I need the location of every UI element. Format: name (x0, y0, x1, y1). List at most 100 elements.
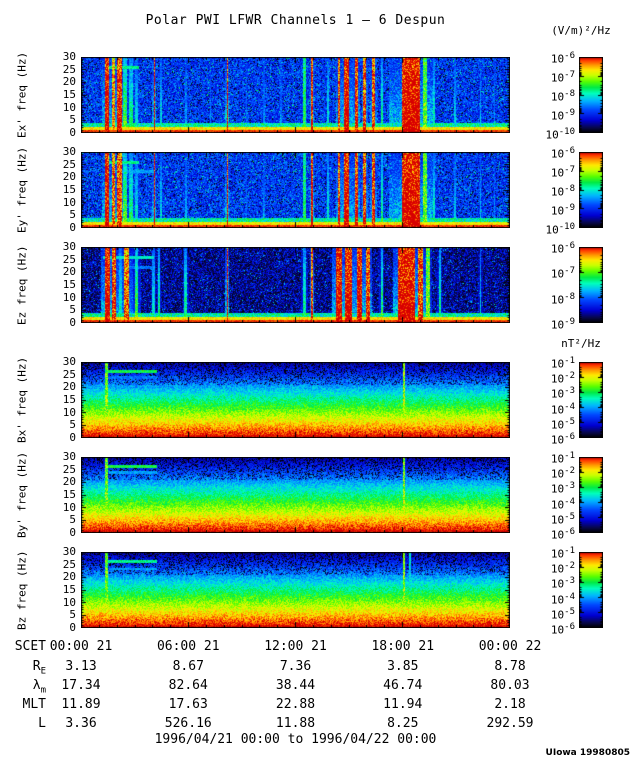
freq-tick-label: 20 (62, 75, 76, 89)
freq-tick-label: 20 (62, 570, 76, 584)
colorbar-tick-label: 10-8 (550, 89, 575, 104)
freq-tick-label: 15 (62, 393, 76, 406)
bz-axis-label: Bz freq (Hz) (15, 550, 29, 630)
colorbar-tick-label: 10-9 (550, 108, 575, 123)
freq-tick-label: 0 (69, 316, 76, 329)
colorbar-tick-label: 10-1 (550, 356, 575, 371)
freq-tick-label: 25 (62, 557, 76, 571)
colorbar-tick-label: 10-10 (545, 222, 575, 237)
freq-tick-label: 30 (62, 145, 76, 158)
freq-tick-label: 5 (69, 113, 76, 127)
colorbar-tick-label: 10-3 (550, 481, 575, 497)
ephemeris-row-label: L (38, 716, 46, 731)
colorbar-tick-label: 10-6 (550, 51, 575, 66)
freq-tick-label: 25 (62, 62, 76, 76)
bx-freq-tick-labels: 30 25 20 15 10 5 0 (46, 356, 78, 444)
colorbar-tick-label: 10-2 (550, 561, 575, 576)
bx-colorbar (579, 362, 603, 438)
freq-tick-label: 15 (62, 88, 76, 101)
colorbar-tick-label: 10-3 (550, 576, 575, 592)
ephemeris-value: 80.03 (490, 678, 530, 693)
l-row: L 3.36 526.16 11.88 8.25 292.59 (0, 716, 640, 731)
ex-colorbar-labels: 10-6 10-7 10-8 10-9 10-10 (524, 51, 577, 142)
ephemeris-value: 46.74 (383, 678, 423, 693)
freq-tick-label: 25 (62, 462, 76, 476)
ez-colorbar-labels: 10-6 10-7 10-8 10-9 (524, 241, 577, 332)
colorbar-tick-label: 10-4 (550, 401, 575, 417)
colorbar-tick-label: 10-6 (550, 622, 575, 637)
bx-axis-label: Bx' freq (Hz) (15, 356, 29, 444)
freq-tick-label: 15 (62, 183, 76, 196)
by-spectrogram (81, 457, 510, 533)
credit-label: UIowa 19980805 (545, 748, 630, 758)
by-freq-tick-labels: 30 25 20 15 10 5 0 (46, 451, 78, 539)
colorbar-tick-label: 10-5 (550, 606, 575, 622)
bz-colorbar (579, 552, 603, 628)
ey-colorbar (579, 152, 603, 228)
ephemeris-value: 00:00 21 (49, 639, 113, 654)
ephemeris-value: 8.67 (172, 659, 204, 674)
ephemeris-row-label: RE (32, 659, 46, 677)
ey-axis-label: Ey' freq (Hz) (15, 146, 29, 234)
freq-tick-label: 5 (69, 208, 76, 222)
ephemeris-row-label: MLT (22, 697, 46, 712)
ephemeris-row-label: SCET (14, 639, 46, 654)
colorbar-tick-label: 10-5 (550, 416, 575, 432)
colorbar-tick-label: 10-6 (550, 527, 575, 542)
freq-tick-label: 0 (69, 621, 76, 634)
freq-tick-label: 20 (62, 380, 76, 394)
freq-tick-label: 10 (62, 595, 76, 609)
ey-freq-tick-labels: 30 25 20 15 10 5 0 (46, 146, 78, 234)
ephemeris-value: 3.36 (65, 716, 97, 731)
freq-tick-label: 10 (62, 405, 76, 419)
freq-tick-label: 15 (62, 583, 76, 596)
freq-tick-label: 0 (69, 526, 76, 539)
freq-tick-label: 20 (62, 265, 76, 279)
electric-unit-label: (V/m)²/Hz (551, 24, 611, 37)
freq-tick-label: 5 (69, 608, 76, 622)
scet-row: SCET 00:00 21 06:00 21 12:00 21 18:00 21 00:0… (0, 639, 640, 654)
freq-tick-label: 0 (69, 221, 76, 234)
ez-spectrogram (81, 247, 510, 323)
magnetic-unit-label: nT²/Hz (561, 337, 601, 350)
by-colorbar-labels: 10-1 10-2 10-3 10-4 10-5 10-6 (524, 451, 577, 542)
ephemeris-value: 00:00 22 (478, 639, 542, 654)
ez-axis-label: Ez freq (Hz) (15, 245, 29, 325)
ephemeris-value: 38.44 (275, 678, 316, 693)
ephemeris-value: 2.18 (494, 697, 526, 712)
freq-tick-label: 10 (62, 500, 76, 514)
bx-spectrogram (81, 362, 510, 438)
freq-tick-label: 10 (62, 195, 76, 209)
colorbar-tick-label: 10-7 (550, 70, 575, 85)
freq-tick-label: 5 (69, 418, 76, 432)
bx-colorbar-labels: 10-1 10-2 10-3 10-4 10-5 10-6 (524, 356, 577, 447)
ephemeris-value: 11.94 (383, 697, 423, 712)
colorbar-tick-label: 10-7 (550, 266, 575, 281)
ey-colorbar-labels: 10-6 10-7 10-8 10-9 10-10 (524, 146, 577, 237)
ephemeris-value: 11.88 (275, 716, 316, 731)
by-colorbar (579, 457, 603, 533)
ex-freq-tick-labels: 30 25 20 15 10 5 0 (46, 51, 78, 139)
ephemeris-value: 18:00 21 (371, 639, 435, 654)
ex-colorbar (579, 57, 603, 133)
mlt-row: MLT 11.89 17.63 22.88 11.94 2.18 (0, 697, 640, 712)
freq-tick-label: 15 (62, 278, 76, 291)
freq-tick-label: 30 (62, 450, 76, 463)
colorbar-tick-label: 10-1 (550, 546, 575, 561)
ephemeris-row-label: λm (32, 678, 46, 696)
colorbar-tick-label: 10-9 (550, 317, 575, 332)
bz-freq-tick-labels: 30 25 20 15 10 5 0 (46, 546, 78, 634)
colorbar-tick-label: 10-7 (550, 165, 575, 180)
ephemeris-value: 526.16 (164, 716, 212, 731)
colorbar-tick-label: 10-6 (550, 241, 575, 256)
bz-spectrogram (81, 552, 510, 628)
freq-tick-label: 15 (62, 488, 76, 501)
ephemeris-value: 06:00 21 (156, 639, 220, 654)
ex-axis-label: Ex' freq (Hz) (15, 51, 29, 139)
freq-tick-label: 25 (62, 367, 76, 381)
freq-tick-label: 30 (62, 545, 76, 558)
ephemeris-value: 3.13 (65, 659, 97, 674)
colorbar-tick-label: 10-5 (550, 511, 575, 527)
bz-colorbar-labels: 10-1 10-2 10-3 10-4 10-5 10-6 (524, 546, 577, 637)
